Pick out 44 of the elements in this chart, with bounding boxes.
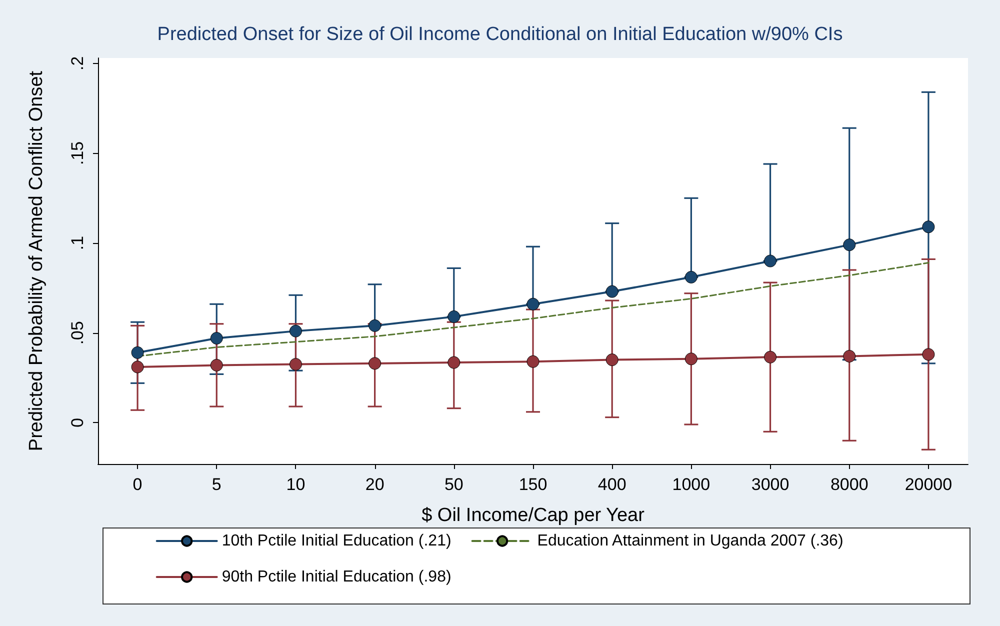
x-tick-label: 8000 (830, 475, 868, 494)
point (526, 298, 540, 310)
x-tick-label: 400 (598, 475, 626, 494)
x-tick-label: 0 (132, 475, 142, 494)
chart-title: Predicted Onset for Size of Oil Income Conditional on Initial Education w/90% CIs (157, 24, 843, 45)
point (764, 350, 777, 364)
point (922, 348, 935, 361)
point (368, 319, 382, 332)
x-tick-label: 10 (286, 475, 306, 494)
legend-label: Education Attainment in Uganda 2007 (.36) (537, 532, 844, 550)
y-tick-label: .15 (68, 141, 87, 166)
point (606, 285, 618, 298)
y-tick-label: .1 (68, 236, 87, 250)
point (210, 332, 223, 344)
point (526, 355, 540, 368)
legend-label: 10th Pctile Initial Education (.21) (222, 532, 452, 550)
point (131, 360, 144, 374)
x-tick-label: 1000 (672, 475, 710, 494)
legend-label: 90th Pctile Initial Education (.98) (222, 568, 452, 586)
point (843, 238, 856, 252)
y-tick-label: .2 (68, 56, 87, 70)
point (131, 346, 144, 359)
point (210, 358, 223, 372)
point (922, 220, 935, 234)
point (764, 254, 777, 268)
x-tick-label: 3000 (751, 475, 790, 494)
x-tick-label: 50 (444, 475, 464, 494)
point (606, 354, 618, 366)
point (448, 356, 460, 369)
y-axis-title: Predicted Probability of Armed Conflict Onset (26, 70, 47, 452)
point (684, 270, 698, 284)
point (843, 350, 856, 362)
x-axis-title: $ Oil Income/Cap per Year (422, 505, 646, 526)
point (448, 310, 460, 323)
point (368, 357, 382, 370)
y-tick-label: 0 (68, 418, 87, 428)
point (684, 352, 698, 366)
x-tick-label: 150 (518, 475, 548, 494)
x-tick-label: 5 (212, 475, 222, 494)
point (289, 358, 302, 371)
x-tick-label: 20 (365, 475, 384, 494)
x-tick-label: 20000 (904, 475, 952, 494)
point (289, 324, 302, 338)
y-tick-label: .05 (68, 321, 87, 345)
